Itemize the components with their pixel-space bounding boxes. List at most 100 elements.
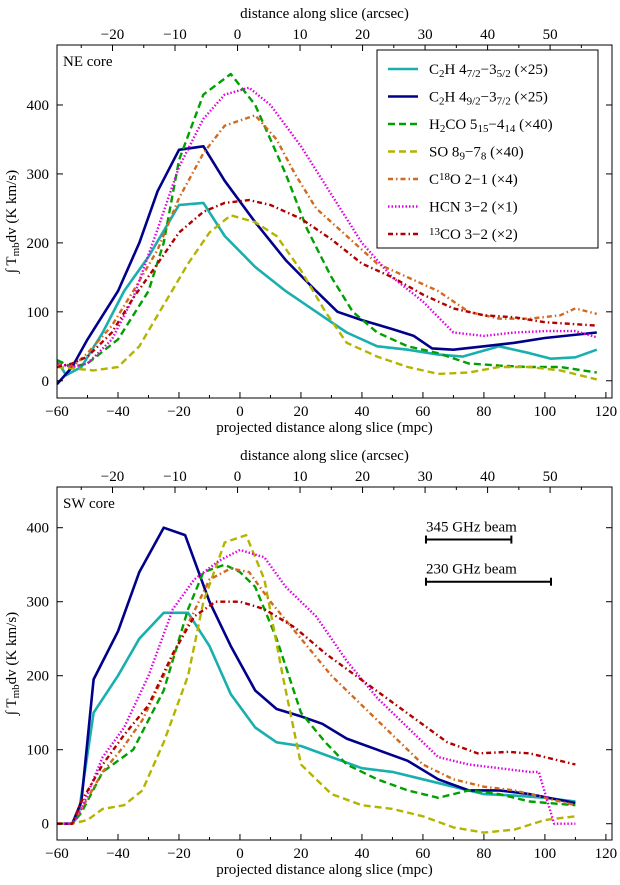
text-part: CO 5 [445,117,477,133]
text-part: ∫ T [4,256,20,274]
series-line-6 [57,600,576,825]
legend-entry: H2CO 515−414 (×40) [429,117,553,135]
x-tick-label: 120 [595,404,618,420]
subscript: 2 [440,123,446,135]
subscript: 7/2 [497,95,511,107]
subscript: 15 [477,123,489,135]
top-x-tick-label: −10 [163,27,186,43]
x-tick-label: 60 [415,404,430,420]
text-part: (×25) [511,90,548,106]
x-tick-label: 0 [236,404,244,420]
subscript: 2 [439,68,445,80]
x-tick-label: 0 [236,846,244,862]
series-line-2 [57,563,576,825]
series-line-0 [57,611,576,826]
series-line-3 [57,214,598,381]
legend-box [376,49,599,249]
x-tick-label: −20 [167,846,190,862]
text-part: ∫ T [4,698,20,716]
legend-entry: C2H 47/2−35/2 (×25) [429,62,548,80]
top-x-tick-label: 20 [355,27,370,43]
series-line-5 [57,86,598,369]
text-part: H 4 [445,62,468,78]
superscript: 18 [439,171,451,183]
text-part: −3 [481,90,497,106]
subscript: mb [10,684,22,699]
subscript: mb [10,242,22,257]
x-tick-label: 40 [354,404,369,420]
series-line-3 [57,533,576,834]
y-tick-label: 0 [42,374,50,390]
top-x-tick-label: 0 [234,469,242,485]
y-tick-label: 200 [27,669,50,685]
text-part: −3 [481,62,497,78]
x-tick-label: 120 [595,846,618,862]
series-line-5 [57,548,576,825]
series-line-2 [57,72,597,374]
top-x-tick-label: −20 [101,469,124,485]
y-tick-label: 300 [27,167,50,183]
text-part: H [429,117,440,133]
series-line-1 [57,145,597,386]
x-tick-label: 100 [534,404,557,420]
x-tick-label: 20 [293,846,308,862]
text-part: CO 3−2 (×2) [440,227,518,243]
top-x-tick-label: 30 [418,27,433,43]
y-axis-label: ∫ Tmbdv (K km/s) [4,170,22,274]
legend-entry: C2H 49/2−37/2 (×25) [429,90,548,108]
subscript: 2 [439,95,445,107]
series-line-4 [57,114,598,369]
top-x-tick-label: −20 [101,27,124,43]
x-axis-label: projected distance along slice (mpc) [216,862,433,878]
y-tick-label: 400 [27,98,50,114]
top-x-tick-label: 50 [543,27,558,43]
top-x-tick-label: 40 [480,469,495,485]
y-tick-label: 0 [42,817,50,833]
x-tick-label: 80 [476,846,491,862]
y-tick-label: 100 [27,305,50,321]
legend-entry: 13CO 3−2 (×2) [429,226,518,243]
text-part: dv (K km/s) [4,170,20,243]
x-axis-label: projected distance along slice (mpc) [216,420,433,436]
text-part: C [429,90,439,106]
top-x-axis-label: distance along slice (arcsec) [240,448,409,464]
subscript: 14 [504,123,516,135]
x-tick-label: −60 [45,404,68,420]
text-part: C [429,172,439,188]
text-part: −4 [488,117,504,133]
top-x-tick-label: 50 [543,469,558,485]
x-tick-label: 40 [354,846,369,862]
panel-ne: −60 −40 −20 0 20 40 60 80 100 120−20 −10 0 10 20 30 40 5… [4,6,617,436]
text-part: HCN 3−2 (×1) [429,200,518,216]
text-part: O 2−1 (×4) [450,172,518,188]
top-x-tick-label: 0 [234,27,242,43]
text-part: SO 8 [429,145,459,161]
x-tick-label: 20 [293,404,308,420]
top-x-tick-label: 10 [293,27,308,43]
top-x-tick-label: 30 [418,469,433,485]
x-tick-label: −40 [106,846,129,862]
series-line-6 [57,198,597,369]
panel-label: SW core [63,496,115,512]
series-line-4 [57,567,576,825]
text-part: C [429,62,439,78]
legend-entry: HCN 3−2 (×1) [429,200,518,216]
top-x-tick-label: 40 [480,27,495,43]
x-tick-label: −40 [106,404,129,420]
top-x-tick-label: 20 [355,469,370,485]
x-tick-label: 60 [415,846,430,862]
x-tick-label: 100 [534,846,557,862]
top-x-axis-label: distance along slice (arcsec) [240,6,409,22]
series-line-1 [57,526,576,826]
text-part: H 4 [445,90,468,106]
y-tick-label: 100 [27,743,50,759]
y-tick-label: 200 [27,236,50,252]
x-tick-label: −60 [45,846,68,862]
superscript: 13 [429,226,441,238]
y-tick-label: 300 [27,595,50,611]
legend-entry: SO 89−78 (×40) [429,145,524,163]
subscript: 8 [481,150,487,162]
text-part: (×25) [511,62,548,78]
subscript: 7/2 [467,68,481,80]
text-part: (×40) [515,117,552,133]
